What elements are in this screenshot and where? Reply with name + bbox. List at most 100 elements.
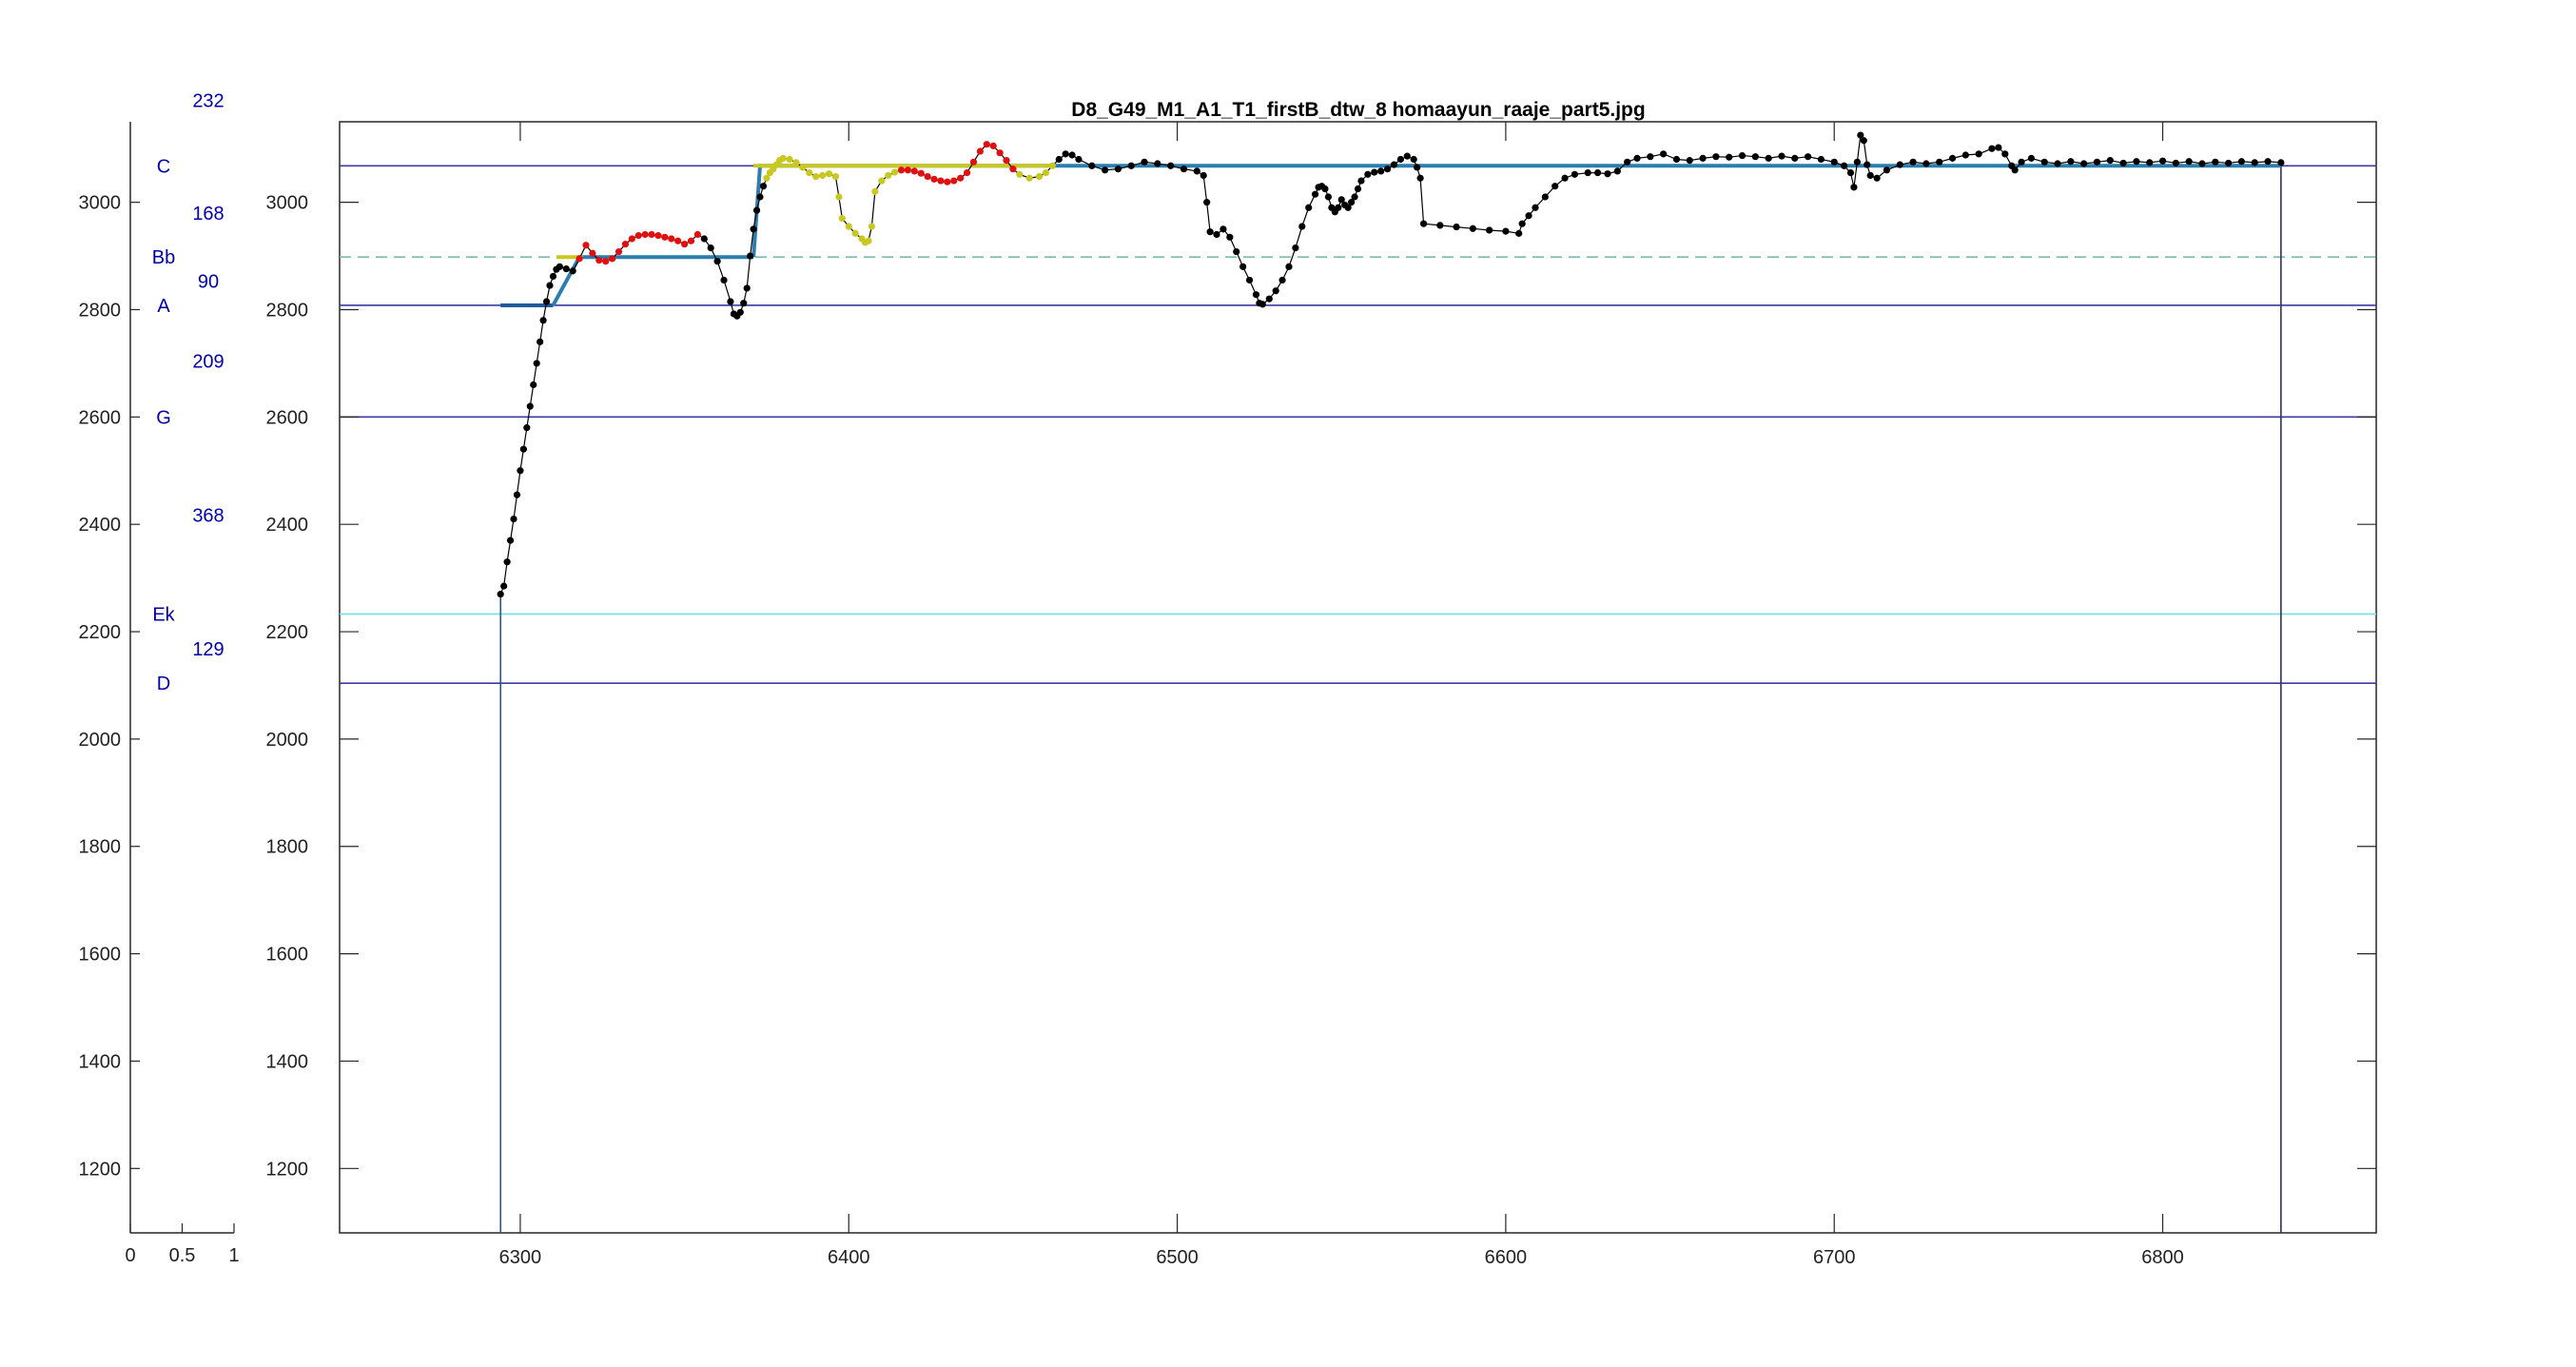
pitch-point [1357,177,1365,185]
pitch-point [1075,155,1083,164]
count-label: 90 [198,272,219,293]
note-label: A [157,296,170,317]
pitch-point [1672,155,1681,164]
pitch-point [957,174,965,182]
y-tick-label: 1800 [266,837,309,858]
pitch-point [1042,169,1050,177]
pitch-point [634,232,642,240]
pitch-point [1853,158,1861,166]
pitch-point [779,154,787,162]
pitch-point [1883,166,1891,174]
pitch-point [609,255,616,263]
pitch-point [752,206,761,214]
pitch-point [868,223,876,230]
pitch-point [2146,159,2154,166]
pitch-point [2198,160,2206,167]
pitch-point [1624,158,1631,166]
pitch-point [2106,157,2114,165]
left-y-tick-label: 1400 [79,1051,122,1072]
pitch-point [1226,233,1234,241]
y-tick-label: 2200 [266,622,309,643]
pitch-point [1778,152,1786,160]
pitch-point [835,193,843,201]
pitch-point [648,230,655,239]
pitch-point [1866,171,1874,180]
pitch-point [542,298,551,305]
pitch-point [1975,150,1982,158]
pitch-point [1416,174,1424,182]
pitch-point [1571,170,1579,178]
left-y-tick-label: 2400 [79,515,122,536]
pitch-point [546,282,554,289]
count-label: 368 [192,506,224,527]
y-tick-label: 1200 [266,1159,309,1180]
count-label: 209 [192,352,224,373]
pitch-point [1647,153,1654,161]
pitch-point [2172,159,2179,167]
pitch-point [865,237,872,244]
pitch-point [556,263,563,270]
pitch-point [1726,153,1733,161]
pitch-point [1035,172,1044,181]
x-tick-label: 6300 [499,1247,542,1268]
left-y-tick-label: 3000 [79,193,122,214]
pitch-point [1305,204,1313,211]
pitch-point [763,174,771,182]
pitch-point [871,187,879,195]
pitch-point [693,230,702,239]
pitch-point [497,590,504,598]
note-histogram-labels: 1200 1400 1600 1800 2000 2200 2400 2600 2800 3000… [79,90,240,1266]
pitch-point [806,169,813,177]
pitch-point [526,402,534,410]
pitch-point [838,214,846,223]
pitch-point [1383,166,1392,173]
pitch-point [1252,291,1260,299]
note-label: G [156,407,171,428]
pitch-point [917,169,925,177]
pitch-point [1660,150,1668,158]
pitch-point [1846,169,1855,177]
note-label: Bb [152,247,175,268]
pitch-point [1909,158,1917,166]
pitch-point [1371,168,1378,176]
pitch-point [825,170,833,178]
pitch-point [1633,154,1641,162]
pitch-point [1410,155,1417,164]
pitch-point [1961,151,1969,159]
pitch-point [519,445,527,453]
pitch-point [1206,228,1214,236]
pitch-point [831,172,840,181]
pitch-point [523,424,531,432]
boundary-lines [499,162,2282,1233]
pitch-point [1292,244,1299,252]
pitch-point [1922,160,1930,167]
pitch-point [537,338,544,345]
pitch-point [1321,185,1329,193]
pitch-point [2027,154,2036,162]
pitch-point [1285,263,1293,270]
pitch-point [792,159,800,166]
pitch-point [845,223,852,230]
pitch-point [937,177,945,185]
left-y-tick-label: 1200 [79,1159,122,1180]
pitch-point [589,249,596,257]
pitch-point [713,258,721,265]
pitch-point [500,582,508,590]
note-label: D [157,674,170,694]
pitch-point [1213,230,1220,239]
left-y-tick-label: 2000 [79,730,122,751]
pitch-point [756,193,764,201]
pitch-point [1532,204,1539,211]
pitch-point [1003,157,1010,165]
pitch-point [2080,160,2088,167]
pitch-point [890,168,899,176]
pitch-point [1995,144,2002,151]
pitch-point [1561,174,1569,182]
pitch-point [1390,161,1398,168]
pitch-point [1840,162,1848,169]
pitch-point [1335,204,1342,211]
pitch-point [700,235,708,243]
pitch-point [1193,167,1200,175]
note-histogram-axes: 1200 1400 1600 1800 2000 2200 2400 2600 2800 3000… [79,90,240,1266]
pitch-point [602,258,610,265]
